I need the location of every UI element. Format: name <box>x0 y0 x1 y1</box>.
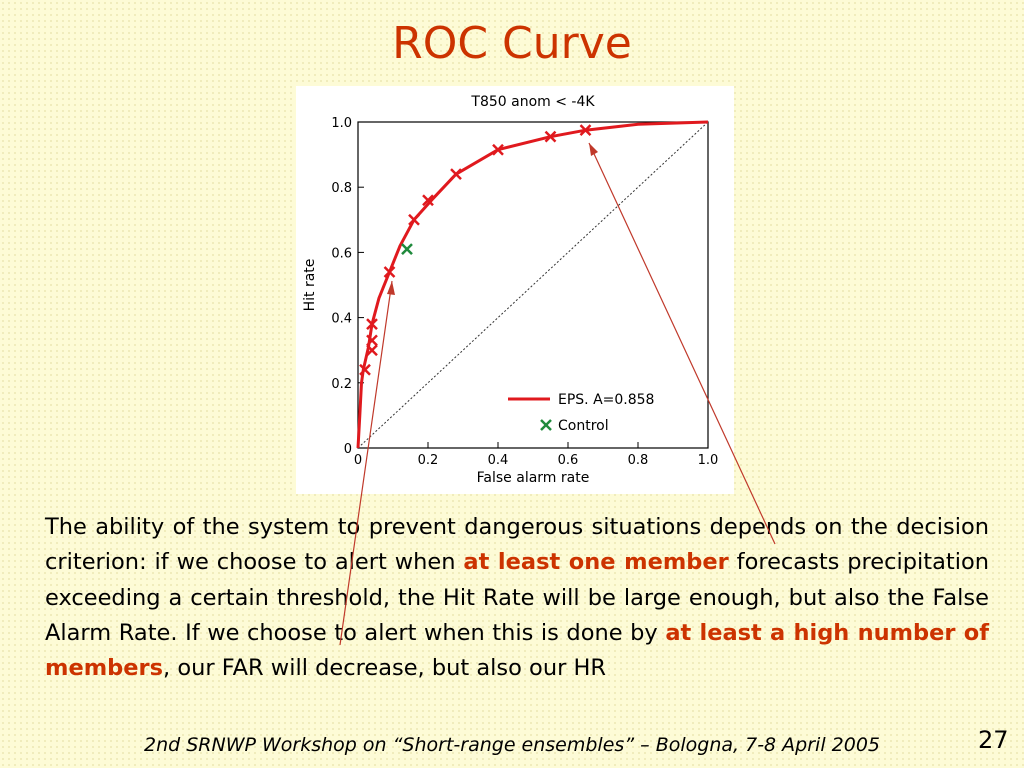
eps-marker <box>450 168 462 181</box>
chart-title: T850 anom < -4K <box>470 94 595 110</box>
legend-control-label: Control <box>558 418 609 434</box>
highlight-many-members: at least a high number of members <box>45 619 989 682</box>
y-axis-label: Hit rate <box>302 259 318 312</box>
y-tick-label: 0.2 <box>331 377 352 392</box>
eps-marker <box>383 266 396 278</box>
roc-chart-svg: T850 anom < -4K 00 0.2 0.2 0.4 0.4 0.6 0.6 0.8 0.… <box>302 94 719 486</box>
page-number: 27 <box>978 726 1009 754</box>
eps-marker <box>544 130 557 143</box>
roc-chart: T850 anom < -4K 0 0 0.2 0.2 0.4 0.4 0.6 0.6 0.8 0.… <box>296 86 734 494</box>
x-tick-label: 0.2 <box>418 453 439 468</box>
body-paragraph: The ability of the system to prevent dan… <box>45 510 989 686</box>
paragraph-part-2: forecasts precipitation exceeding a cert… <box>45 549 990 646</box>
y-tick-label: 0.6 <box>331 246 352 261</box>
y-tick-label: 0.4 <box>331 312 352 327</box>
control-marker <box>401 243 413 256</box>
eps-marker <box>579 124 592 137</box>
x-axis-label: False alarm rate <box>477 470 590 486</box>
eps-marker <box>408 213 420 226</box>
legend-eps-label: EPS. A=0.858 <box>558 392 654 408</box>
x-tick-label: 0.8 <box>628 453 649 468</box>
footer-text: 2nd SRNWP Workshop on “Short-range ensem… <box>143 734 881 756</box>
eps-marker <box>422 194 434 207</box>
x-tick-label: 0 <box>354 453 362 468</box>
x-tick-label: 0.4 <box>488 453 509 468</box>
y-tick-label: 1.0 <box>331 116 352 131</box>
paragraph-part-3: , our FAR will decrease, but also our HR <box>163 655 607 682</box>
y-tick-label: 0.8 <box>331 181 352 196</box>
eps-marker <box>492 143 504 156</box>
slide-title: ROC Curve <box>392 18 632 69</box>
x-tick-label: 1.0 <box>698 453 719 468</box>
legend-control-swatch <box>540 419 552 431</box>
y-tick-label: 0 <box>344 442 352 457</box>
highlight-one-member: at least one member <box>463 549 729 576</box>
x-tick-label: 0.6 <box>558 453 579 468</box>
